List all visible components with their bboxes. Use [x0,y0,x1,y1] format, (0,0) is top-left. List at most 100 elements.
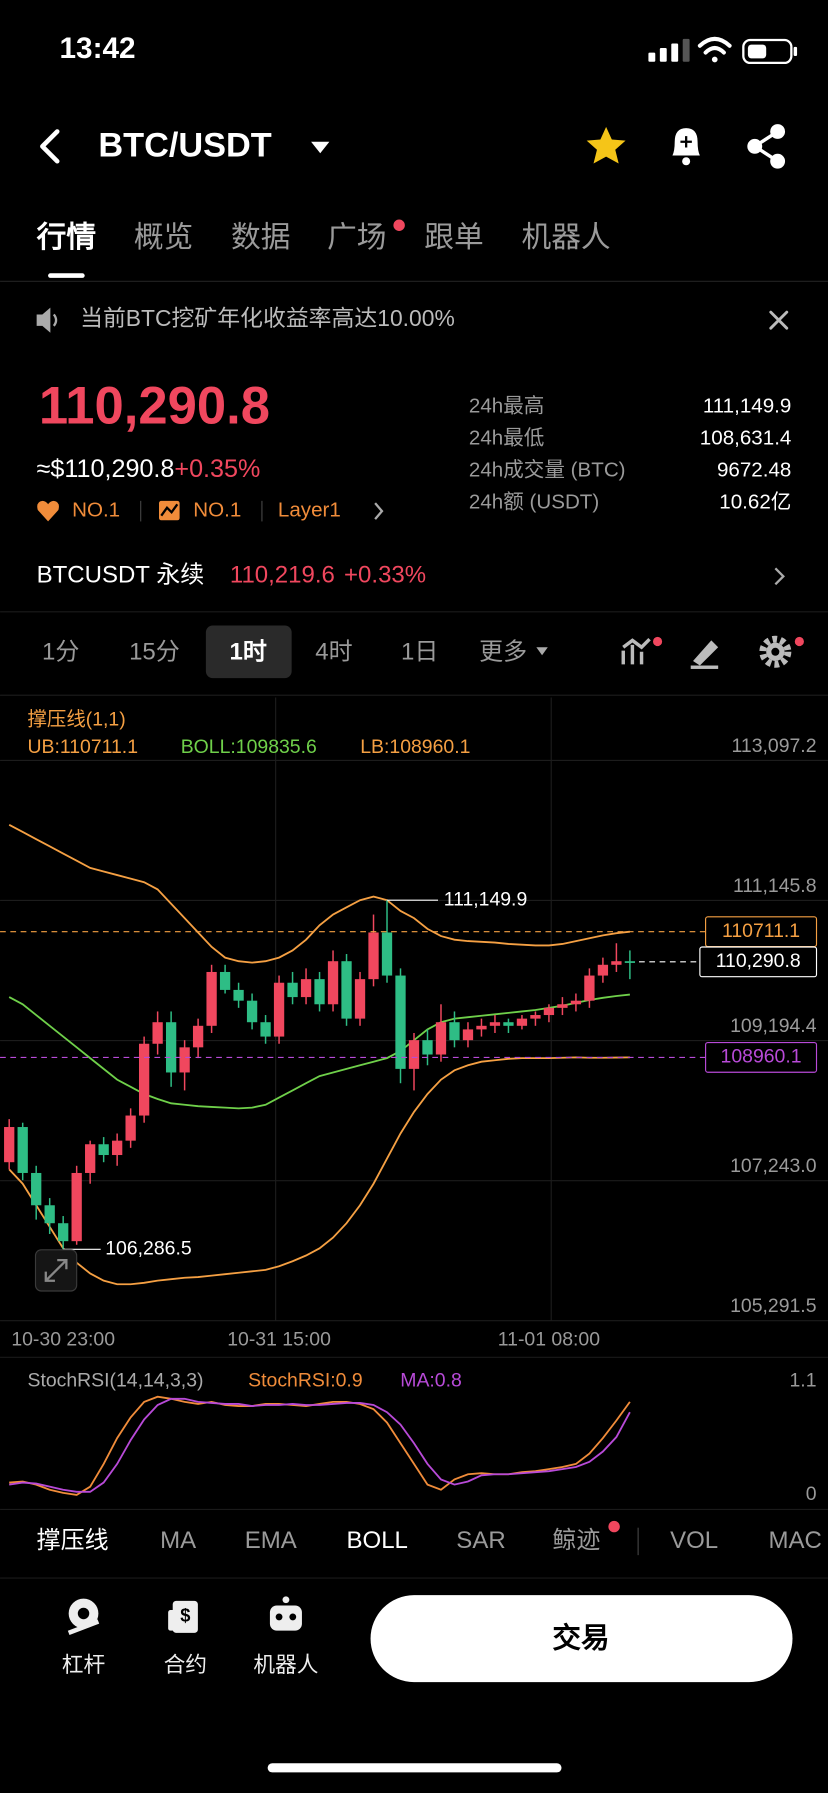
indicator-tab[interactable]: EMA [245,1527,297,1554]
stat-label: 24h成交量 (BTC) [469,459,626,482]
candle-body [112,1140,123,1156]
candle-body [489,1022,501,1026]
ub-tag-text: 110711.1 [722,920,800,942]
candle-body [557,1004,568,1008]
indicator-tab[interactable]: BOLL [347,1527,408,1554]
pair-title[interactable]: BTC/USDT [98,127,271,165]
rank-icon [37,500,59,522]
wifi-icon [697,36,732,63]
indicator-tab[interactable]: SAR [456,1527,505,1554]
indicator-tab[interactable]: MA [160,1527,196,1554]
leverage-icon[interactable] [67,1598,100,1636]
band-line [8,993,630,1110]
candle-body [4,1127,15,1163]
candle-body [435,1022,447,1055]
candle-body [287,982,298,998]
legend-label: LB:108960.1 [360,736,470,758]
low-label: 106,286.5 [105,1237,191,1259]
expand-button[interactable] [34,1249,78,1292]
interval-selected-bg [205,625,292,679]
tag[interactable]: NO.1 [72,499,120,522]
robot-icon[interactable] [269,1596,302,1631]
candle-body [179,1047,190,1073]
candlestick-chart[interactable]: 撑压线(1,1) 113,097.2 111,145.8 109,194.4 107,… [0,697,828,1351]
candle-body [341,961,352,1019]
perp-change: +0.33% [344,562,426,589]
alert-bell[interactable] [672,128,700,166]
speaker-icon [36,307,58,333]
perp-quote: 110,219.6 +0.33% [230,562,426,589]
notice-text[interactable]: 当前BTC挖矿年化收益率高达10.00% [80,305,455,331]
draw-icon[interactable] [690,640,719,669]
price-change: +0.35% [174,455,260,483]
nav-label[interactable]: 合约 [164,1652,207,1677]
indicator-title: 撑压线(1,1) [27,709,125,731]
tab[interactable]: 概览 [134,221,193,254]
stat-label: 24h额 (USDT) [469,491,599,514]
candle-body [300,979,312,998]
tag[interactable]: Layer1 [278,499,341,522]
perp-arrow[interactable] [774,567,785,586]
candle-body [44,1205,55,1224]
back-button[interactable] [40,129,60,164]
x-tick-label: 10-31 15:00 [227,1328,331,1350]
interval-bar: 1分 15分 1时 4时 1日 更多 [42,638,527,665]
interval[interactable]: 1分 [42,638,79,665]
candle-body [58,1223,69,1242]
stat-value: 108,631.4 [700,427,792,450]
interval[interactable]: 1时 [230,638,267,665]
notice-close[interactable] [769,310,789,330]
candle-body [138,1043,150,1116]
more-dropdown[interactable] [536,647,548,656]
y-tick-label: 1.1 [790,1369,817,1391]
y-tick-label: 105,291.5 [730,1295,816,1317]
tab[interactable]: 数据 [231,221,290,254]
indicator-tab[interactable]: 鲸迹 [552,1527,600,1554]
interval[interactable]: 4时 [315,638,352,665]
interval[interactable]: 1日 [401,638,438,665]
settings-icon[interactable] [759,635,792,668]
tag[interactable]: NO.1 [193,499,241,522]
interval[interactable]: 更多 [479,638,527,665]
tags-arrow[interactable] [374,502,384,520]
badge [794,636,804,647]
pair-dropdown[interactable] [311,141,330,154]
indicator-tab[interactable]: MAC [768,1527,821,1554]
tab[interactable]: 行情 [36,221,96,254]
share-icon[interactable] [747,124,786,169]
tab[interactable]: 跟单 [424,221,483,254]
candle-body [98,1144,109,1156]
interval[interactable]: 15分 [129,638,180,665]
contract-icon[interactable]: $ [168,1600,198,1633]
stoch-line [9,1395,631,1496]
stat-label: 24h最高 [469,395,545,418]
y-tick-label: 0 [806,1483,817,1505]
nav-label[interactable]: 杠杆 [62,1652,105,1677]
candle-body [206,971,217,1026]
tab-bar: 行情 概览 数据 广场 跟单 机器人 [36,221,611,254]
legend-label: BOLL:109835.6 [181,736,317,758]
nav-label[interactable]: 机器人 [253,1652,318,1677]
perp-name[interactable]: BTCUSDT 永续 [37,562,205,589]
candle-body [31,1172,42,1206]
status-time: 13:42 [60,32,136,65]
candle-body [368,932,379,980]
tab[interactable]: 机器人 [521,221,610,254]
candle-body [327,961,339,1005]
indicator-tab[interactable]: 撑压线 [37,1527,109,1554]
trade-button[interactable] [370,1595,793,1683]
svg-text:$: $ [180,1605,190,1626]
candle-body [125,1115,136,1141]
x-tick-label: 11-01 08:00 [498,1328,600,1350]
badge [608,1520,620,1533]
candle-body [584,975,595,1001]
indicator-icon[interactable] [621,638,651,665]
favorite-star[interactable] [586,126,626,164]
candle-body [85,1144,96,1173]
tab[interactable]: 广场 [327,221,386,254]
indicator-tab[interactable]: VOL [670,1527,718,1554]
stat-value: 10.62亿 [719,491,791,514]
usd-price: ≈$110,290.8 [37,455,175,483]
trade-button-label[interactable]: 交易 [552,1621,609,1654]
